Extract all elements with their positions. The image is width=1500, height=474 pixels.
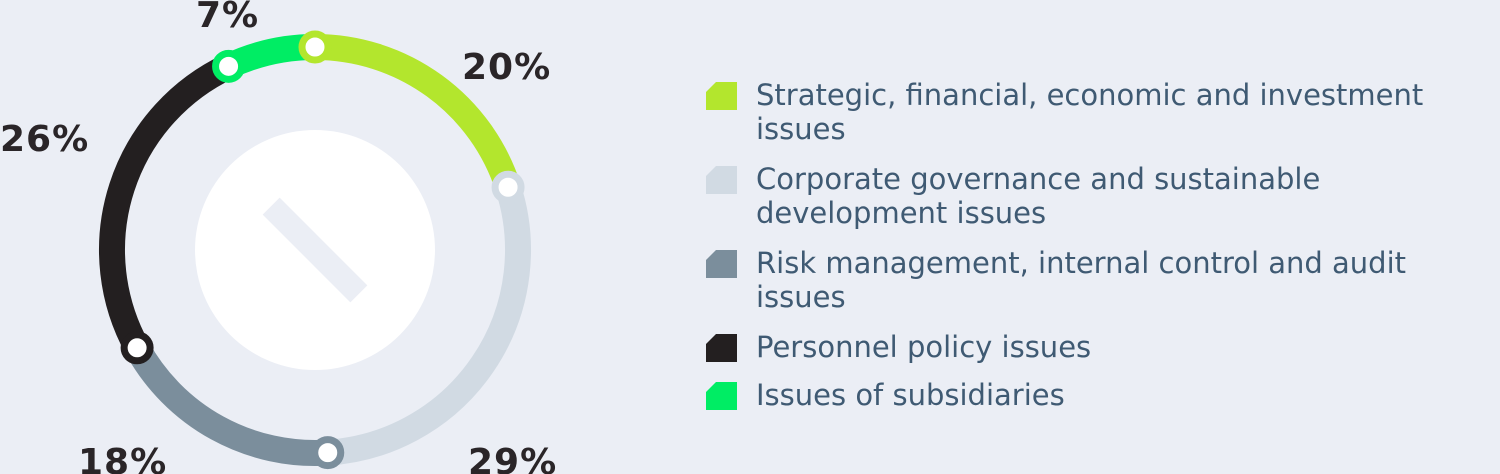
legend-label-subsidiaries: Issues of subsidiaries xyxy=(756,378,1065,412)
legend-swatch-subsidiaries xyxy=(706,382,737,410)
legend-swatch-risk xyxy=(706,250,737,278)
value-label-strategic: 20% xyxy=(462,47,552,88)
legend-label-personnel: Personnel policy issues xyxy=(756,330,1092,364)
value-label-subsidiaries: 7% xyxy=(196,0,260,36)
donut-chart xyxy=(99,30,531,470)
legend-label-governance: Corporate governance and sustainable dev… xyxy=(756,162,1321,230)
legend-item-governance: Corporate governance and sustainable dev… xyxy=(706,162,1486,230)
donut-arcs xyxy=(99,34,531,466)
value-label-risk: 18% xyxy=(78,442,168,474)
segment-marker-personnel xyxy=(120,331,154,365)
legend-swatch-personnel xyxy=(706,334,737,362)
donut-segment-governance xyxy=(326,183,531,466)
legend-item-strategic: Strategic, financial, economic and inves… xyxy=(706,78,1486,146)
legend-label-strategic: Strategic, financial, economic and inves… xyxy=(756,78,1424,146)
donut-segment-strategic xyxy=(314,34,521,192)
donut-segment-personnel xyxy=(99,54,235,355)
legend-swatch-strategic xyxy=(706,82,737,110)
donut-markers xyxy=(120,30,525,470)
legend-label-risk: Risk management, internal control and au… xyxy=(756,246,1407,314)
value-label-governance: 29% xyxy=(468,442,558,474)
legend-item-risk: Risk management, internal control and au… xyxy=(706,246,1486,314)
donut-segment-risk xyxy=(125,341,329,466)
chart-legend: Strategic, financial, economic and inves… xyxy=(706,78,1486,426)
segment-marker-risk xyxy=(311,436,345,470)
legend-item-personnel: Personnel policy issues xyxy=(706,330,1486,364)
slash-icon xyxy=(262,197,368,303)
legend-item-subsidiaries: Issues of subsidiaries xyxy=(706,378,1486,412)
legend-swatch-governance xyxy=(706,166,737,194)
segment-marker-subsidiaries xyxy=(212,49,246,83)
segment-marker-strategic xyxy=(298,30,332,64)
value-label-personnel: 26% xyxy=(0,119,90,160)
segment-marker-governance xyxy=(491,170,525,204)
